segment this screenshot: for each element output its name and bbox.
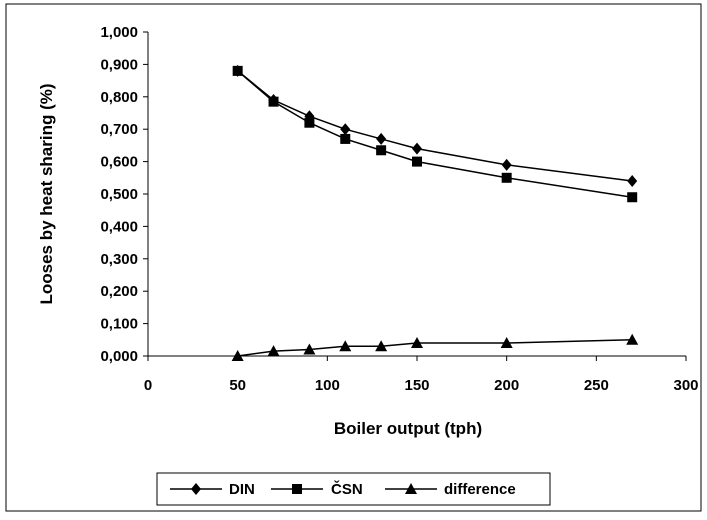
- y-tick-label: 0,500: [100, 186, 138, 203]
- y-tick-label: 0,800: [100, 89, 138, 106]
- data-point-diamond: [412, 142, 422, 155]
- data-point-triangle: [411, 337, 423, 349]
- x-tick-label: 300: [673, 377, 698, 394]
- data-point-triangle: [303, 343, 316, 355]
- x-tick-label: 200: [494, 377, 519, 394]
- x-tick-label: 50: [229, 377, 246, 394]
- data-point-diamond: [501, 158, 512, 171]
- data-point-triangle: [231, 350, 244, 361]
- x-tick-label: 250: [584, 377, 609, 394]
- y-tick-label: 0,400: [100, 218, 138, 235]
- data-point-triangle: [626, 333, 639, 345]
- x-axis-title: Boiler output (tph): [334, 419, 482, 438]
- legend-box: [156, 472, 551, 506]
- x-tick-label: 100: [315, 377, 340, 394]
- y-tick-label: 1,000: [100, 24, 138, 41]
- chart-border: [5, 3, 702, 512]
- legend-label: difference: [444, 481, 516, 498]
- data-point-triangle: [267, 345, 280, 357]
- y-axis-ticks: 0,000 0,100 0,200 0,300 0,400 0,500 0,600 0,700…: [100, 24, 148, 365]
- y-tick-label: 0,100: [100, 316, 138, 333]
- data-point-square: [376, 145, 387, 156]
- legend-label: DIN: [229, 481, 255, 498]
- x-tick-label: 0: [144, 377, 152, 394]
- data-point-triangle: [500, 337, 513, 349]
- series-layer: [231, 64, 639, 361]
- legend-marker-triangle: [405, 483, 417, 494]
- series-triangle: [231, 333, 639, 361]
- series-line: [237, 70, 633, 198]
- legend: DIN ČSN difference: [156, 472, 551, 506]
- data-point-square: [304, 117, 315, 128]
- data-point-square: [340, 133, 351, 144]
- data-point-square: [412, 156, 422, 167]
- legend-label: ČSN: [331, 480, 363, 498]
- data-point-square: [627, 192, 638, 203]
- series-square: [232, 65, 638, 203]
- y-axis-title: Looses by heat sharing (%): [37, 83, 56, 304]
- series-line: [237, 339, 633, 357]
- data-point-diamond: [376, 132, 387, 145]
- y-tick-label: 0,000: [100, 348, 138, 365]
- legend-marker-diamond: [191, 483, 201, 495]
- data-point-triangle: [375, 340, 388, 352]
- y-tick-label: 0,900: [100, 56, 138, 73]
- data-point-diamond: [627, 175, 638, 188]
- y-tick-label: 0,300: [100, 251, 138, 268]
- y-tick-label: 0,700: [100, 121, 138, 138]
- y-tick-label: 0,600: [100, 154, 138, 171]
- y-tick-label: 0,200: [100, 283, 138, 300]
- legend-marker-square: [292, 484, 302, 494]
- data-point-square: [268, 96, 279, 107]
- series-line: [237, 70, 633, 182]
- data-point-triangle: [339, 340, 352, 352]
- data-point-square: [232, 65, 243, 76]
- data-point-square: [501, 172, 512, 183]
- x-axis-ticks: 0 50 100 150 200 250 300: [144, 356, 699, 394]
- data-point-diamond: [340, 123, 351, 136]
- x-tick-label: 150: [404, 377, 429, 394]
